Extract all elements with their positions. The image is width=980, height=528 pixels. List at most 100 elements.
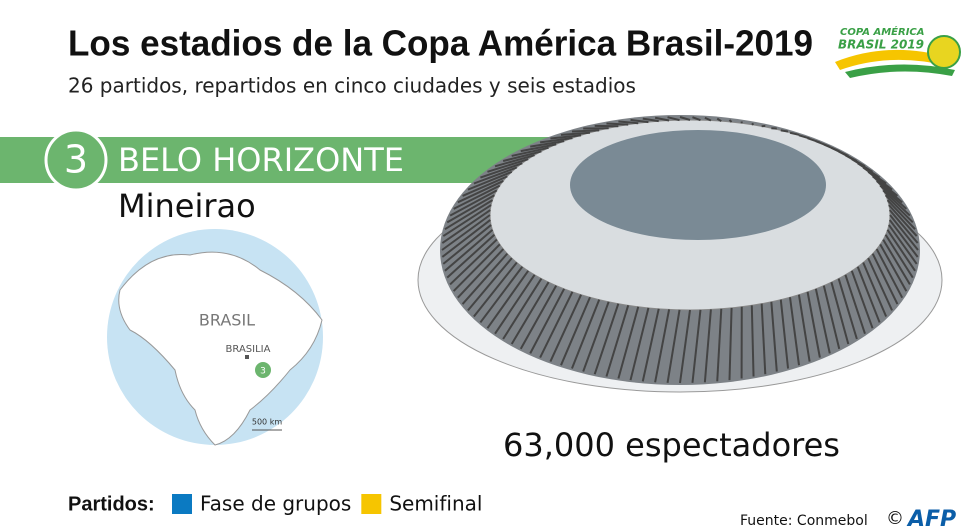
stadium-rib bbox=[461, 252, 509, 305]
country-label: BRASIL bbox=[199, 311, 255, 330]
stadium-rib bbox=[494, 154, 535, 168]
stadium-rib bbox=[446, 194, 495, 224]
city: BELO HORIZONTE bbox=[118, 141, 404, 179]
stadium-rib bbox=[444, 199, 493, 231]
stadium-rib bbox=[703, 309, 712, 383]
stadium-rib bbox=[888, 209, 919, 244]
stadium-rib bbox=[830, 281, 850, 345]
stadium-rib bbox=[487, 158, 529, 173]
stadium-rib bbox=[850, 270, 874, 329]
logo-text: BRASIL 2019 bbox=[838, 38, 924, 52]
stadium-rib bbox=[728, 119, 733, 123]
stadium-rib bbox=[867, 171, 893, 191]
stadium-rib bbox=[888, 204, 918, 237]
stadium-field bbox=[570, 130, 826, 240]
stadium-rib bbox=[679, 309, 691, 384]
capital-marker bbox=[245, 355, 249, 359]
city-marker bbox=[255, 362, 271, 378]
stadium-rib bbox=[618, 120, 639, 125]
scale-label: 500 km bbox=[252, 418, 282, 427]
land bbox=[118, 251, 323, 446]
stadium-rib bbox=[679, 116, 691, 121]
stadium-rib bbox=[867, 257, 893, 311]
legend-swatch bbox=[172, 494, 192, 514]
stadium-rib bbox=[654, 309, 671, 383]
stadium-rib bbox=[780, 129, 789, 133]
stadium-rib bbox=[457, 180, 504, 204]
stadium-rib bbox=[797, 294, 811, 362]
stadium-rib bbox=[882, 189, 911, 217]
stadium-rib bbox=[856, 266, 881, 323]
stadium-rib bbox=[582, 301, 610, 372]
stadium-rib bbox=[716, 308, 723, 382]
stadium-rib bbox=[630, 118, 649, 124]
stadium-rib bbox=[876, 180, 903, 204]
logo: COPA AMÉRICA BRASIL 2019 bbox=[835, 25, 961, 78]
stadium-rib bbox=[453, 184, 501, 210]
stadium-rib bbox=[530, 140, 565, 148]
stadium-rib bbox=[871, 253, 899, 305]
stadium-rib bbox=[479, 266, 524, 324]
stadium-rib bbox=[462, 175, 508, 197]
stadium: Mineirao bbox=[118, 187, 256, 225]
stadium-rib bbox=[473, 166, 518, 185]
stadium-rib bbox=[467, 257, 513, 312]
copyright: © bbox=[886, 508, 904, 528]
map: BRASIL BRASILIA 3 500 km bbox=[107, 229, 323, 446]
stadium-rib bbox=[760, 303, 767, 375]
stadium-rib bbox=[751, 122, 755, 126]
source: Fuente: Conmebol bbox=[740, 513, 868, 528]
stadium-rib bbox=[510, 281, 550, 345]
stadium-rib bbox=[593, 303, 620, 375]
stadium-rib bbox=[667, 116, 680, 122]
stadium-rib bbox=[502, 150, 542, 162]
stadium-rib bbox=[606, 122, 629, 126]
legend-title: Partidos: bbox=[68, 493, 155, 515]
stadium-rib bbox=[770, 301, 778, 372]
stadium-rib bbox=[789, 297, 800, 366]
stadium-rib bbox=[884, 234, 914, 279]
stadium-rib bbox=[457, 248, 505, 299]
stadium-rib bbox=[716, 117, 722, 123]
stadium-rib bbox=[571, 129, 600, 133]
stadium-rib bbox=[882, 239, 911, 285]
stadium-rib bbox=[872, 175, 899, 197]
legend: Fase de grupos Semifinal bbox=[172, 492, 482, 516]
stadium-rib bbox=[779, 299, 790, 369]
title: Los estadios de la Copa América Brasil-2… bbox=[68, 23, 813, 64]
stadium-rib bbox=[473, 261, 518, 318]
stadium-rib bbox=[666, 309, 681, 383]
stadium-rib bbox=[519, 285, 558, 350]
logo-text: COPA AMÉRICA bbox=[840, 25, 925, 38]
stadium-rib bbox=[750, 305, 755, 377]
stadium-rib bbox=[452, 243, 501, 292]
stadium-rib bbox=[641, 308, 660, 382]
stadium-rib bbox=[494, 274, 536, 335]
stadium-rib bbox=[789, 131, 800, 136]
stadium-rib bbox=[654, 116, 670, 122]
stadium-rib bbox=[467, 170, 513, 191]
stadium-rib bbox=[862, 262, 888, 317]
legend-swatch bbox=[361, 494, 382, 514]
stadium-rib bbox=[879, 184, 908, 210]
stadium-rib bbox=[704, 116, 712, 122]
stadium-rib bbox=[449, 189, 498, 217]
stadium-rib bbox=[814, 288, 831, 354]
stadium-rib bbox=[539, 291, 574, 359]
agency: AFP bbox=[906, 507, 956, 528]
capital-label: BRASILIA bbox=[226, 344, 271, 355]
stadium-rib bbox=[529, 288, 566, 354]
stadium-rib bbox=[539, 137, 573, 144]
stadium-rib bbox=[888, 219, 919, 258]
stadium-rib bbox=[550, 134, 582, 140]
stadium-rib bbox=[442, 204, 492, 237]
legend-label: Fase de grupos bbox=[200, 492, 351, 516]
stadium-rib bbox=[888, 224, 918, 265]
stadium-rib bbox=[549, 294, 582, 362]
stadium-rib bbox=[889, 214, 919, 251]
logo-swoosh bbox=[845, 64, 955, 78]
logo-ball bbox=[927, 35, 961, 69]
stadium-rib bbox=[837, 278, 858, 340]
